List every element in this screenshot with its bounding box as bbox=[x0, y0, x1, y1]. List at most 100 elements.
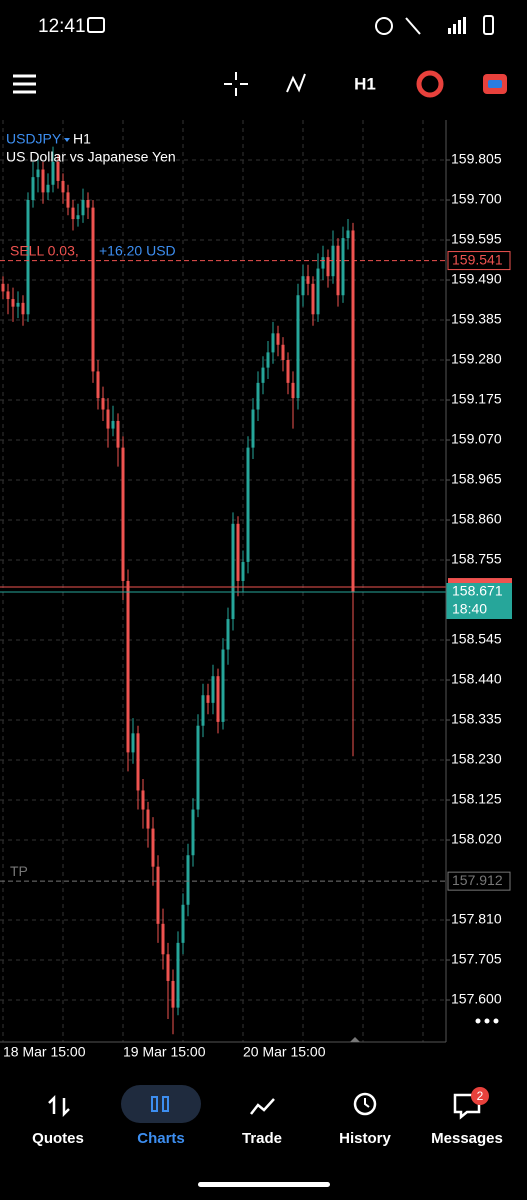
candle-body bbox=[201, 695, 205, 726]
candle-body bbox=[86, 200, 90, 208]
candle-body bbox=[181, 904, 185, 943]
candle-body bbox=[166, 954, 170, 981]
y-tick-label: 158.335 bbox=[451, 711, 502, 727]
candle-body bbox=[266, 352, 270, 368]
more-button[interactable] bbox=[475, 1018, 499, 1024]
candle-body bbox=[176, 942, 180, 1008]
candle-body bbox=[171, 980, 175, 1008]
y-tick-label: 159.070 bbox=[451, 431, 502, 447]
candle-body bbox=[31, 177, 35, 200]
nav-messages[interactable]: 2 Messages bbox=[431, 1087, 503, 1147]
y-tick-label: 159.385 bbox=[451, 311, 502, 327]
candle-body bbox=[16, 302, 20, 307]
y-tick-label: 158.125 bbox=[451, 791, 502, 807]
candle-body bbox=[121, 447, 125, 581]
status-icons bbox=[87, 15, 494, 35]
candle-body bbox=[251, 409, 255, 448]
candle-body bbox=[76, 215, 80, 220]
timeframe-button[interactable]: H1 bbox=[354, 74, 376, 93]
candle-body bbox=[296, 295, 300, 399]
chart: 159.805 159.700 159.595 159.490 159.385 159.2… bbox=[0, 120, 512, 1042]
y-tick-label: 157.810 bbox=[451, 911, 502, 927]
candle-body bbox=[26, 200, 30, 315]
candle-body bbox=[96, 371, 100, 399]
nav-quotes[interactable]: Quotes bbox=[32, 1094, 84, 1147]
candle-body bbox=[291, 382, 295, 399]
menu-button[interactable] bbox=[13, 74, 36, 94]
nav-label: Messages bbox=[431, 1130, 503, 1147]
bid-price-box bbox=[446, 583, 512, 619]
candle-body bbox=[151, 828, 155, 867]
tp-price: 157.912 bbox=[452, 872, 503, 888]
candle-body bbox=[236, 523, 240, 581]
x-tick-label: 19 Mar 15:00 bbox=[123, 1044, 206, 1060]
candle-body bbox=[161, 923, 165, 955]
candle-body bbox=[6, 291, 10, 300]
candle-body bbox=[301, 276, 305, 296]
candle-body bbox=[156, 866, 160, 924]
candle-body bbox=[336, 245, 340, 296]
candle-body bbox=[116, 420, 120, 448]
candle-body bbox=[311, 283, 315, 315]
y-tick-label: 159.805 bbox=[451, 151, 502, 167]
candle-body bbox=[106, 409, 110, 429]
candle-body bbox=[196, 725, 200, 810]
nav-charts[interactable]: Charts bbox=[121, 1085, 201, 1147]
nav-label: Trade bbox=[242, 1130, 282, 1147]
candle-body bbox=[281, 344, 285, 360]
candle-body bbox=[306, 276, 310, 284]
candle-body bbox=[321, 257, 325, 269]
y-tick-label: 158.020 bbox=[451, 831, 502, 847]
candle-body bbox=[71, 207, 75, 220]
bid-price: 158.671 bbox=[452, 583, 503, 599]
candle-body bbox=[246, 447, 250, 562]
candle-body bbox=[136, 733, 140, 791]
candle-body bbox=[111, 420, 115, 429]
candle-body bbox=[131, 733, 135, 753]
candle-body bbox=[221, 649, 225, 722]
objects-button[interactable] bbox=[416, 70, 444, 98]
tp-price-box bbox=[447, 871, 511, 891]
candle-body bbox=[326, 257, 330, 277]
y-tick-label: 159.595 bbox=[451, 231, 502, 247]
bar-time: 18:40 bbox=[452, 601, 487, 617]
candle-body bbox=[316, 268, 320, 315]
crosshair-button[interactable] bbox=[224, 72, 248, 96]
candle-body bbox=[191, 809, 195, 856]
candle-body bbox=[51, 161, 55, 185]
symbol-description: US Dollar vs Japanese Yen bbox=[6, 149, 176, 165]
candle-body bbox=[141, 790, 145, 810]
nav-history[interactable]: History bbox=[339, 1092, 391, 1147]
candle-body bbox=[276, 333, 280, 345]
nav-trade[interactable]: Trade bbox=[242, 1098, 282, 1147]
badge: 2 bbox=[477, 1089, 484, 1103]
symbol[interactable]: USDJPY bbox=[6, 131, 62, 147]
candle-body bbox=[256, 382, 260, 410]
candle-body bbox=[66, 192, 70, 208]
candle-body bbox=[36, 169, 40, 178]
position-label: SELL 0.03, bbox=[10, 242, 79, 258]
y-tick-label: 159.490 bbox=[451, 271, 502, 287]
toolbar: H1 bbox=[13, 70, 507, 98]
y-tick-label: 158.755 bbox=[451, 551, 502, 567]
y-tick-label: 159.175 bbox=[451, 391, 502, 407]
candle-body bbox=[46, 184, 50, 193]
indicators-button[interactable] bbox=[286, 73, 306, 93]
candle-body bbox=[211, 676, 215, 703]
nav-label: Quotes bbox=[32, 1130, 84, 1147]
chart-timeframe: H1 bbox=[73, 131, 91, 147]
home-indicator bbox=[198, 1182, 330, 1187]
position-price-box bbox=[447, 251, 511, 271]
y-tick-label: 158.230 bbox=[451, 751, 502, 767]
y-tick-label: 157.600 bbox=[451, 991, 502, 1007]
candle-body bbox=[286, 360, 290, 383]
x-tick-label: 18 Mar 15:00 bbox=[3, 1044, 86, 1060]
candle-body bbox=[56, 161, 60, 181]
symbol-dropdown[interactable] bbox=[64, 138, 70, 142]
candle-body bbox=[41, 169, 45, 193]
candle-body bbox=[341, 238, 345, 296]
shift-marker bbox=[350, 1037, 360, 1042]
y-tick-label: 157.705 bbox=[451, 951, 502, 967]
candle-body bbox=[271, 333, 275, 353]
y-tick-label: 159.280 bbox=[451, 351, 502, 367]
